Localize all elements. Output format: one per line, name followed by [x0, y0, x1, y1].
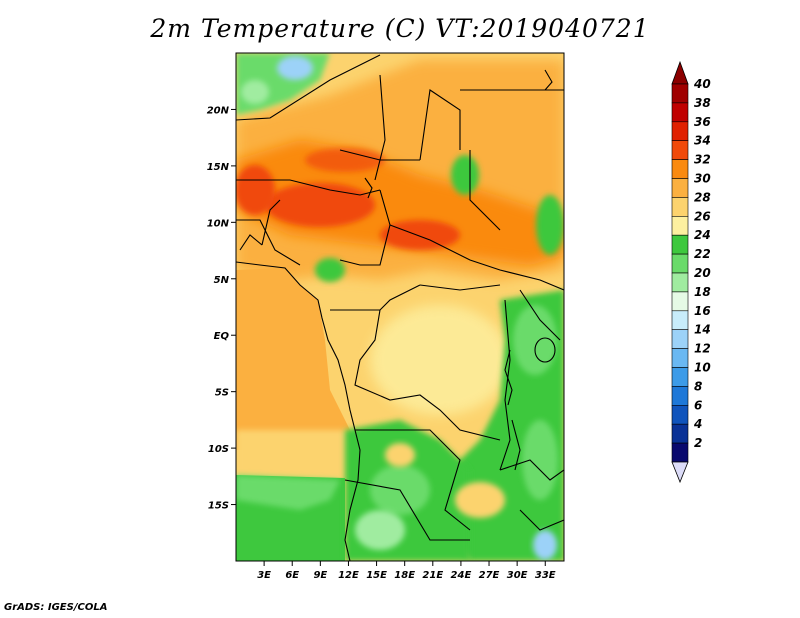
temperature-field	[236, 53, 564, 561]
lon-label: 9E	[313, 570, 327, 581]
lon-label: 18E	[394, 570, 415, 581]
colorbar: 40 38 36 34 32 30 28 26 24 22 20 18 16 14 12 10 8 6 4 2	[671, 60, 711, 484]
colorbar-bottom-arrow	[671, 461, 689, 484]
lon-label: 27E	[479, 570, 500, 581]
map-title: 2m Temperature (C) VT:2019040721	[150, 14, 650, 43]
colorbar-label: 28	[694, 190, 711, 204]
colorbar-label: 14	[694, 323, 711, 337]
colorbar-swatch	[671, 442, 689, 463]
colorbar-swatch	[671, 178, 689, 198]
lon-label: 24E	[451, 570, 472, 581]
colorbar-label: 22	[694, 247, 711, 261]
lon-label: 12E	[338, 570, 359, 581]
colorbar-label: 38	[694, 96, 711, 110]
lon-label: 15E	[366, 570, 387, 581]
colorbar-swatch	[671, 348, 689, 368]
colorbar-label: 24	[694, 228, 711, 242]
colorbar-swatch	[671, 102, 689, 123]
colorbar-label: 10	[694, 361, 711, 375]
lat-label: 5N	[214, 275, 230, 286]
colorbar-swatch	[671, 291, 689, 312]
lat-label: 10N	[207, 218, 230, 229]
political-boundaries	[236, 54, 564, 561]
colorbar-swatch	[671, 140, 689, 160]
lon-label: 30E	[507, 570, 528, 581]
colorbar-label: 20	[694, 266, 711, 280]
colorbar-label: 32	[694, 153, 711, 167]
colorbar-top-arrow	[671, 60, 689, 85]
colorbar-swatch	[671, 272, 689, 293]
lat-label: 20N	[207, 105, 230, 116]
colorbar-label: 34	[694, 134, 711, 148]
colorbar-swatch	[671, 310, 689, 330]
colorbar-swatch	[671, 367, 689, 387]
lon-label: 33E	[535, 570, 556, 581]
lon-label: 3E	[257, 570, 271, 581]
longitude-axis: 3E 6E 9E 12E 15E 18E 21E 24E 27E 30E 33E	[257, 561, 556, 581]
colorbar-swatch	[671, 197, 689, 217]
colorbar-swatch	[671, 386, 689, 406]
lon-label: 6E	[285, 570, 299, 581]
latitude-axis: 20N 15N 10N 5N EQ 5S 10S 15S	[207, 105, 236, 512]
colorbar-swatch	[671, 253, 689, 274]
colorbar-swatch	[671, 121, 689, 142]
colorbar-label: 40	[693, 77, 711, 91]
colorbar-label: 12	[694, 342, 711, 356]
colorbar-label: 30	[694, 172, 711, 186]
colorbar-label: 2	[694, 436, 702, 450]
lat-label: 15S	[208, 501, 229, 512]
colorbar-swatch	[671, 423, 689, 444]
colorbar-label: 36	[694, 115, 711, 129]
lat-label: 5S	[215, 388, 229, 399]
lat-label: 15N	[207, 162, 230, 173]
map-frame	[235, 52, 565, 562]
lat-label: 10S	[208, 444, 229, 455]
colorbar-swatch	[671, 234, 689, 255]
colorbar-swatch	[671, 159, 689, 179]
colorbar-swatch	[671, 404, 689, 425]
grads-credit: GrADS: IGES/COLA	[4, 602, 108, 613]
colorbar-label: 8	[694, 379, 702, 393]
colorbar-label: 6	[694, 398, 702, 412]
colorbar-swatch	[671, 83, 689, 104]
lat-label: EQ	[214, 331, 230, 342]
colorbar-label: 26	[694, 209, 711, 223]
colorbar-label: 4	[693, 417, 702, 431]
colorbar-swatch	[671, 329, 689, 349]
lon-label: 21E	[422, 570, 443, 581]
colorbar-swatch	[671, 216, 689, 236]
colorbar-label: 16	[694, 304, 711, 318]
colorbar-label: 18	[694, 285, 711, 299]
